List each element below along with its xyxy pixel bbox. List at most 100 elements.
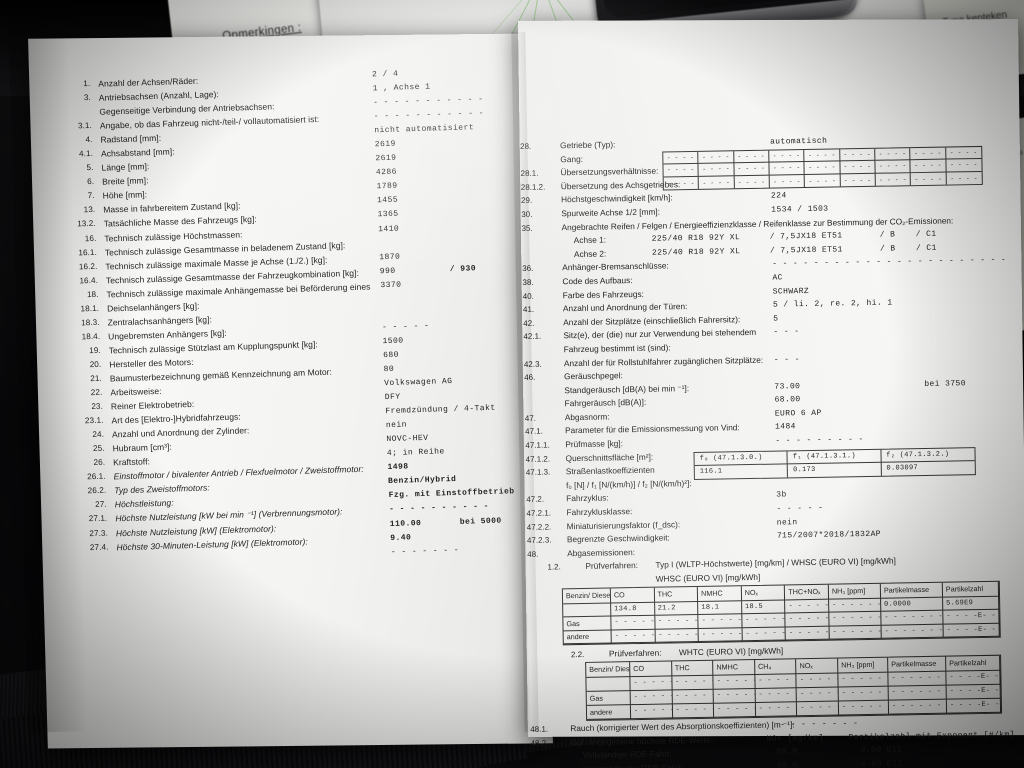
emission-table-whtc: Benzin/ Diesel CO THC NMHC CH₄ NOₓ NH₃ [ppm] Pa… [585, 654, 1003, 721]
emission-table-whtc-cell-1-6: - - - - - - - - [888, 685, 947, 701]
row-number: 42.3. [523, 359, 542, 369]
gear-cell-2-7: - - - - [910, 172, 947, 186]
row-label: Kraftstoff: [112, 456, 151, 468]
row-number: 4. [85, 135, 93, 145]
emission-table-whtc-col-2: THC [671, 660, 714, 677]
emission-table-wltp-col-6: NH₃ [ppm] [828, 583, 882, 600]
emission-table-wltp-cell-0-6: 0.0000 [881, 597, 944, 612]
emission-table-wltp-cell-1-7: - - - -E- - [943, 609, 1000, 625]
row-number: 18.1. [80, 303, 100, 314]
emission-table-whtc-col-3: NMHC [713, 659, 756, 676]
axle-name: Achse 1: [573, 234, 607, 246]
emission-table-whtc-rowlabel-0 [586, 676, 631, 692]
row-number: 38. [522, 277, 534, 287]
row-value: 68.00 [774, 395, 801, 405]
row-number: 3. [83, 92, 91, 103]
emission-table-wltp-cell-2-4: - - - - - - - - [785, 626, 830, 641]
emission-table-wltp-cell-1-6: - - - - - - - - [881, 610, 944, 626]
row-number: 13.2. [77, 219, 96, 229]
row-number: 21. [90, 373, 102, 384]
gear-cell-0-4: - - - - [804, 149, 841, 163]
row-number: 47.1. [525, 427, 543, 437]
emission-table-wltp-cell-0-0: 134.8 [611, 602, 655, 617]
row-number: 42. [523, 318, 535, 328]
gear-cell-0-5: - - - - [839, 148, 876, 162]
row-value: 9.40 [390, 532, 412, 543]
gear-cell-1-8: - - - - [946, 159, 982, 173]
gear-cell-2-2: - - - - [734, 175, 770, 189]
emission-table-whtc-cell-2-0: - - - - - - - - [630, 704, 673, 719]
emission-table-wltp-cell-0-5: - - - - - - - - [829, 598, 882, 613]
row-label: Farbe des Fahrzeugs: [562, 288, 644, 300]
row-number: 47.2.3. [526, 535, 552, 546]
emission-table-whtc-cell-2-1: - - - - - - - - [672, 703, 715, 719]
row-value: 990 [379, 266, 396, 276]
emission-table-whtc-cell-1-2: - - - - - - - - [713, 688, 756, 704]
axle-rim: / 7,5JX18 ET51 [769, 245, 843, 256]
gear-cell-2-6: - - - - [875, 172, 912, 187]
gear-cell-0-0: - - - - [663, 151, 699, 165]
emission-table-whtc-col-6: NH₃ [ppm] [838, 657, 889, 674]
row-number: 22. [90, 387, 103, 398]
row-value: 1500 [382, 336, 404, 347]
row-label: Prüfmasse [kg]: [565, 438, 624, 450]
row-number: 16.1. [78, 247, 98, 257]
rde-row-name: Innerstädtische RDE-Fahrt: [582, 761, 684, 768]
emission-table-wltp-cell-2-7: - - - -E- - [943, 623, 1000, 638]
emission-table-whtc-col-1: CO [630, 661, 672, 677]
row-number: 25. [92, 443, 105, 454]
emission-table-wltp-cell-0-2: 18.1 [698, 600, 743, 616]
axle-rim: / 7,5JX18 ET51 [769, 231, 843, 242]
row-number: 47. [524, 413, 537, 423]
row-value: 110.00 [389, 518, 422, 529]
row-value: - - - - - [776, 503, 824, 514]
gear-cell-0-7: - - - - [910, 147, 947, 161]
emission-table-whtc-cell-2-2: - - - - - - - - [714, 702, 756, 718]
rde-nox: 60.0 [776, 747, 798, 757]
emission-table-wltp-cell-1-2: - - - - - - - - [698, 614, 743, 629]
gear-cell-0-8: - - - - [945, 146, 982, 160]
row-number: 6. [86, 177, 95, 187]
row-number: 1.2. [547, 562, 561, 572]
row-value: 2 / 4 [371, 69, 399, 80]
row-label: Prüfverfahren: [585, 560, 639, 572]
gear-cell-1-7: - - - - [910, 159, 947, 173]
row-number: 16.2. [78, 261, 98, 271]
row-value: 224 [770, 191, 787, 202]
row-value: - - - - - - - [390, 545, 460, 557]
row-number: 16.4. [79, 275, 99, 286]
row-number: 27.1. [88, 514, 108, 524]
emission-table-whtc-cell-2-6: - - - - - - - - [888, 699, 948, 715]
row-number: 3.1. [77, 121, 93, 131]
row-value: 1789 [376, 181, 398, 192]
row-value: automatisch [769, 136, 828, 147]
emission-table-wltp: Benzin/ Diesel CO THC NMHC NOₓ THC+NOₓ NH₃ [pp… [561, 580, 1001, 646]
emission-table-whtc-cell-2-4: - - - - - - - - [797, 701, 840, 716]
gear-cell-1-2: - - - - [734, 162, 770, 177]
row-value: nein [385, 420, 408, 431]
gear-cell-0-2: - - - - [733, 150, 770, 164]
emission-table-whtc-cell-1-5: - - - - - - - - [838, 686, 889, 702]
coef-value-2: 0.03097 [886, 464, 919, 473]
gear-cell-0-6: - - - - [875, 147, 911, 161]
row-value: AC [772, 273, 783, 283]
emission-table-wltp-rowlabel-0 [563, 603, 612, 618]
emission-table-wltp-rowlabel-1: Gas [563, 616, 612, 631]
row-number: 47.1.2. [525, 454, 551, 464]
emission-table-wltp-col-4: NOₓ [741, 585, 786, 601]
emission-table-whtc-cell-0-7: - - - -E- - [946, 670, 1001, 686]
row-label: Geräuschpegel: [564, 370, 623, 382]
emission-table-whtc-wrap: Benzin/ Diesel CO THC NMHC CH₄ NOₓ NH₃ [ppm] Pa… [529, 654, 1003, 723]
emission-table-wltp-col-5: THC+NOₓ [785, 584, 830, 601]
row-value: - - - [773, 354, 800, 365]
row-number: 27.3. [89, 528, 109, 538]
coef-value-0: 116.1 [694, 464, 789, 479]
gear-cell-1-1: - - - - [698, 163, 735, 177]
emission-table-wltp-cell-1-0: - - - - - - - - [611, 615, 656, 631]
emission-table-wltp-wrap: Benzin/ Diesel CO THC NMHC NOₓ THC+NOₓ NH₃ [pp… [528, 580, 1001, 649]
emission-table-whtc-cell-1-0: - - - - - - - - [630, 690, 673, 705]
row-value: DFY [384, 392, 401, 403]
row-value: 1410 [378, 224, 400, 234]
emission-table-whtc-col-4: CH₄ [754, 658, 797, 675]
row-label: Gang: [560, 153, 584, 164]
